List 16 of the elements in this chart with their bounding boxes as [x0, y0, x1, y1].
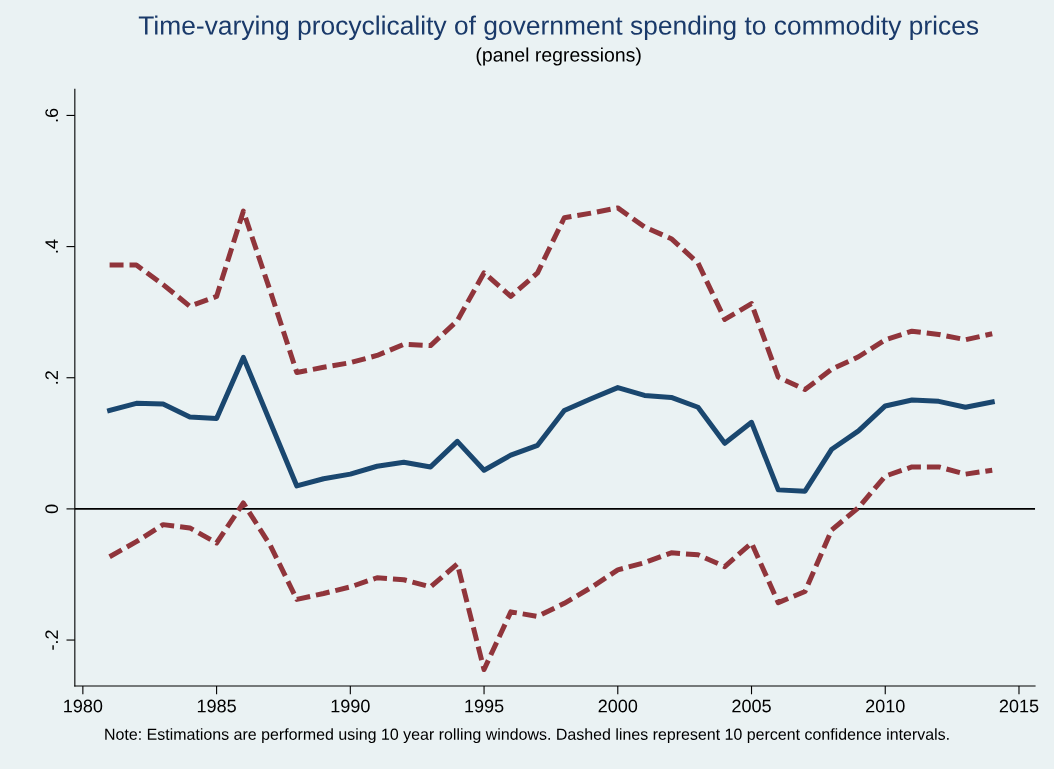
x-tick-label: 2015 — [999, 699, 1039, 713]
y-tick-label: .2 — [45, 371, 58, 384]
x-tick-label: 2010 — [866, 699, 905, 713]
y-tick-label: 0 — [45, 504, 59, 514]
x-tick-label: 2005 — [732, 699, 771, 713]
x-tick-label: 2000 — [598, 699, 638, 713]
y-tick-label: .4 — [45, 239, 58, 253]
y-tick-label: .6 — [45, 108, 59, 122]
y-tick-label: -.2 — [45, 630, 58, 650]
chart-subtitle: (panel regressions) — [476, 47, 641, 66]
text: Note: Estimations are performed using 10 year rolling windows. Dashed lines represent 10 percent confidence intervals. — [105, 728, 949, 744]
chart-title: Time-varying procyclicality of government spending to commodity prices — [138, 15, 979, 41]
x-tick-label: 1985 — [197, 699, 236, 713]
x-tick-label: 1980 — [64, 699, 103, 713]
x-tick-label: 1995 — [465, 699, 504, 713]
x-tick-label: 1990 — [331, 699, 370, 713]
